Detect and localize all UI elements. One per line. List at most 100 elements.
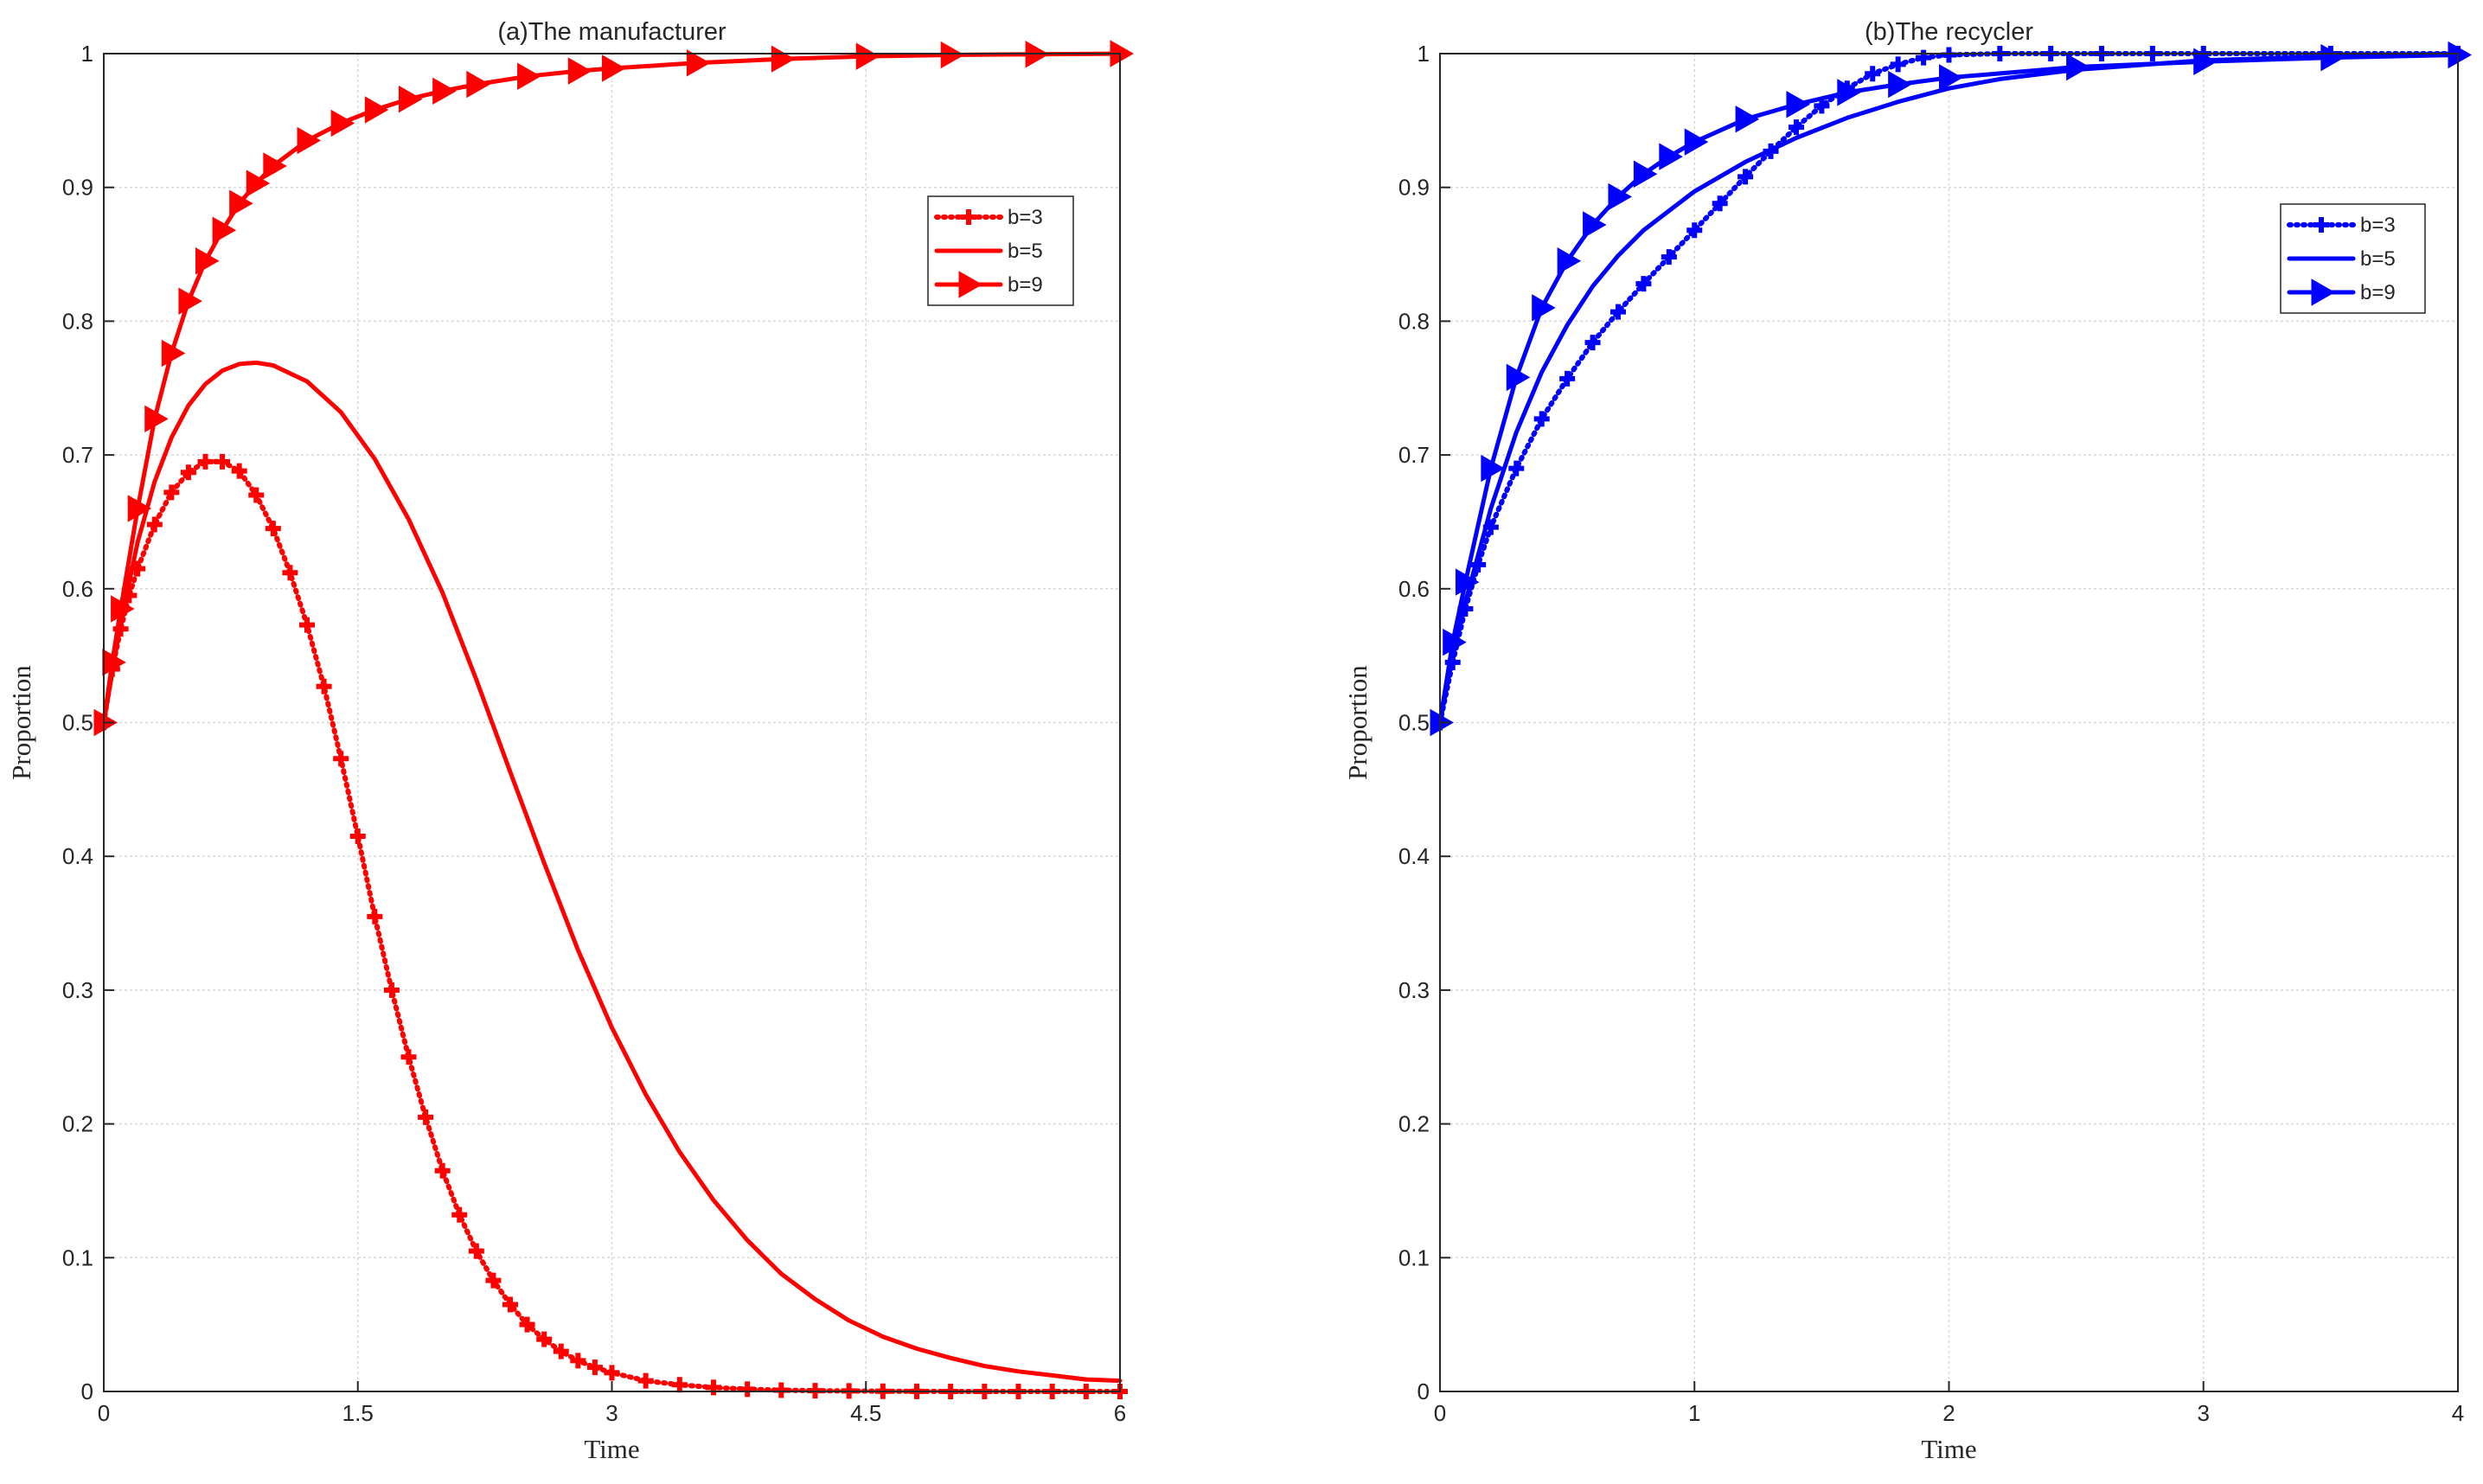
x-axis-label: Time — [584, 1434, 639, 1464]
y-tick-label: 0.4 — [62, 843, 93, 869]
y-tick-label: 0.5 — [62, 710, 93, 736]
data-point-b=3 — [248, 487, 265, 503]
x-tick-label: 4.5 — [850, 1400, 881, 1426]
data-point-b=3 — [706, 1379, 721, 1396]
y-tick-label: 0.3 — [1398, 977, 1430, 1003]
y-tick-label: 0.8 — [62, 308, 93, 334]
data-point-b=9 — [1735, 106, 1760, 133]
data-point-b=9 — [1443, 628, 1467, 656]
data-point-b=3 — [1635, 276, 1652, 292]
data-point-b=9 — [2193, 48, 2217, 76]
y-tick-label: 1 — [1417, 41, 1430, 67]
legend-marker — [961, 209, 976, 225]
data-point-b=3 — [333, 751, 349, 767]
legend: b=3 b=5 b=9 — [927, 195, 1074, 306]
data-point-b=9 — [195, 247, 220, 275]
data-point-b=3 — [349, 828, 366, 844]
data-point-b=9 — [1837, 79, 1861, 106]
y-tick-label: 0 — [81, 1378, 93, 1404]
y-tick-label: 0.6 — [1398, 576, 1430, 602]
y-tick-label: 0.6 — [62, 576, 93, 602]
chart-manufacturer: 0 1.5 3 4.5 6 0 0.1 0.2 0.3 0.4 0.5 0.6 0.7 0.8 0.9 1 (… — [6, 18, 1135, 1464]
data-point-b=9 — [567, 57, 592, 85]
data-point-b=9 — [2448, 41, 2473, 69]
data-point-b=3 — [553, 1343, 569, 1359]
y-tick-label: 0.1 — [1398, 1244, 1430, 1270]
series-line-b=5 — [101, 360, 1123, 1384]
data-point-b=9 — [1608, 182, 1632, 211]
data-point-b=3 — [1737, 169, 1754, 185]
data-point-b=3 — [434, 1162, 451, 1179]
data-point-b=3 — [418, 1109, 434, 1125]
data-point-b=3 — [231, 463, 247, 479]
data-point-b=9 — [1939, 64, 1963, 92]
series-line-b=5 — [1437, 51, 2461, 725]
data-point-b=9 — [364, 96, 389, 124]
data-point-b=3 — [180, 464, 196, 481]
data-point-b=3 — [163, 484, 180, 501]
data-point-b=9 — [144, 405, 169, 433]
data-point-b=3 — [570, 1353, 586, 1369]
data-point-b=9 — [229, 189, 253, 217]
data-point-b=3 — [739, 1381, 756, 1398]
legend-marker — [2311, 278, 2336, 306]
legend-marker — [958, 271, 983, 298]
data-point-b=9 — [1633, 160, 1658, 188]
data-point-b=9 — [1684, 128, 1709, 156]
data-point-b=9 — [263, 152, 287, 180]
legend-label: b=9 — [1008, 273, 1043, 297]
data-point-b=3 — [1584, 335, 1601, 351]
data-point-b=9 — [1786, 91, 1810, 118]
data-point-b=3 — [265, 521, 281, 537]
data-point-b=9 — [1557, 247, 1582, 275]
data-point-b=3 — [1712, 195, 1728, 212]
data-point-b=9 — [330, 109, 355, 138]
data-point-b=9 — [1481, 454, 1505, 483]
y-axis-label: Proportion — [6, 665, 36, 780]
y-tick-label: 0 — [1417, 1378, 1430, 1404]
data-point-b=3 — [282, 565, 298, 581]
y-tick-label: 0.1 — [62, 1244, 93, 1270]
data-point-b=9 — [1888, 70, 1912, 99]
data-point-b=3 — [1916, 49, 1932, 66]
legend-marker — [2313, 217, 2329, 233]
data-point-b=3 — [637, 1372, 654, 1389]
data-point-b=9 — [1583, 211, 1607, 239]
y-tick-label: 0.3 — [62, 977, 93, 1003]
y-tick-label: 0.2 — [62, 1111, 93, 1137]
y-tick-label: 0.9 — [62, 175, 93, 201]
data-point-b=3 — [604, 1365, 620, 1381]
data-point-b=9 — [111, 595, 135, 623]
data-point-b=3 — [316, 678, 332, 694]
data-point-b=3 — [299, 617, 315, 633]
data-point-b=9 — [466, 70, 490, 99]
data-point-b=3 — [1890, 56, 1906, 73]
data-point-b=9 — [1455, 568, 1480, 596]
data-point-b=9 — [432, 77, 457, 106]
legend-label: b=5 — [2360, 247, 2396, 271]
data-point-b=9 — [1532, 294, 1556, 322]
x-tick-label: 4 — [2452, 1400, 2464, 1426]
data-point-b=3 — [519, 1316, 535, 1333]
data-point-b=3 — [1533, 411, 1550, 427]
data-point-b=9 — [2066, 53, 2090, 81]
y-tick-label: 0.5 — [1398, 710, 1430, 736]
y-tick-label: 0.7 — [1398, 442, 1430, 468]
data-point-b=9 — [178, 287, 202, 315]
data-point-b=9 — [399, 85, 423, 113]
x-tick-label: 0 — [98, 1400, 110, 1426]
x-axis-label: Time — [1921, 1434, 1976, 1464]
legend-label: b=3 — [1008, 206, 1043, 229]
y-tick-label: 0.2 — [1398, 1111, 1430, 1137]
data-point-b=9 — [1506, 363, 1531, 392]
data-point-b=9 — [517, 62, 541, 91]
data-point-b=3 — [1559, 370, 1576, 387]
data-point-b=9 — [1659, 143, 1683, 170]
data-point-b=3 — [1661, 249, 1677, 265]
data-point-b=3 — [1941, 47, 1957, 63]
data-point-b=9 — [246, 170, 271, 197]
data-point-b=9 — [686, 49, 711, 77]
data-point-b=3 — [383, 982, 400, 998]
data-point-b=9 — [855, 42, 880, 70]
